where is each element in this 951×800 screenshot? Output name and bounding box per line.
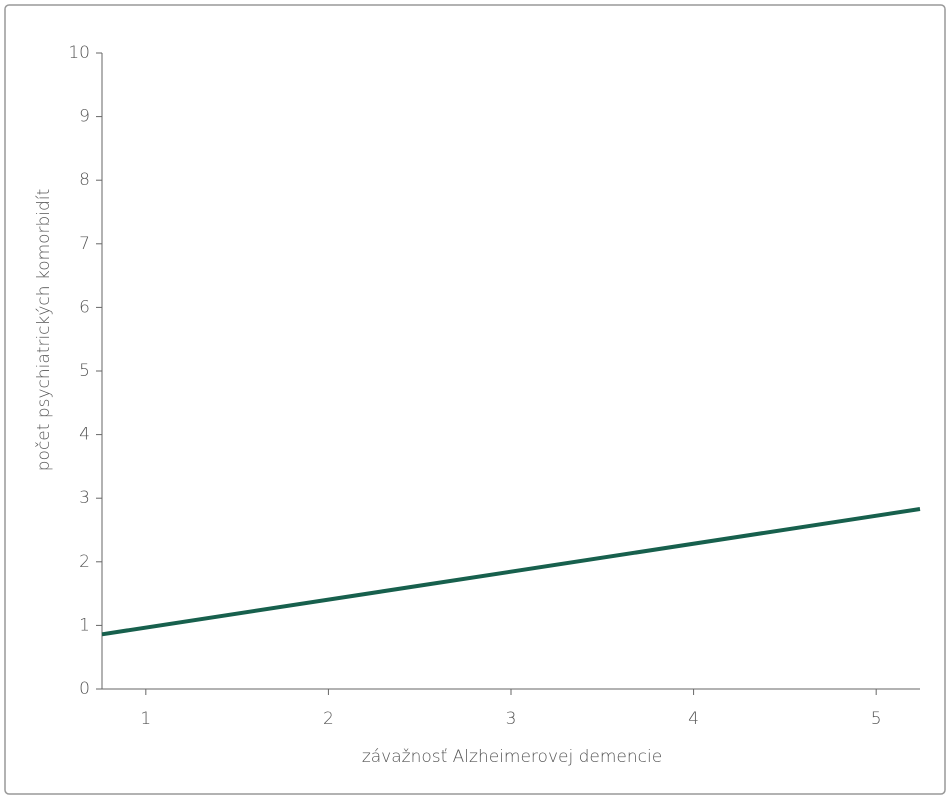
y-tick-label: 6 <box>79 297 90 317</box>
y-tick-label: 9 <box>79 107 90 127</box>
y-tick-label: 0 <box>79 679 90 699</box>
x-tick-label: 4 <box>688 709 699 729</box>
y-tick-label: 8 <box>79 170 90 190</box>
y-tick-label: 3 <box>79 488 90 508</box>
line <box>101 507 921 637</box>
x-tick-label: 1 <box>140 709 151 729</box>
y-tick-label: 1 <box>79 615 90 635</box>
y-tick-label: 2 <box>79 552 90 572</box>
x-tick-label: 5 <box>871 709 882 729</box>
y-tick-label: 10 <box>68 43 90 63</box>
frame <box>4 4 946 795</box>
y-tick-label: 4 <box>79 425 90 445</box>
x-tick-label: 3 <box>506 709 517 729</box>
x-tick-label: 2 <box>323 709 334 729</box>
y-tick-label: 5 <box>79 361 90 381</box>
x-axis-label: závažnosť Alzheimerovej demencie <box>362 747 662 767</box>
y-tick-label: 7 <box>79 234 90 254</box>
y-axis-label: počet psychiatrických komorbidít <box>34 189 54 471</box>
